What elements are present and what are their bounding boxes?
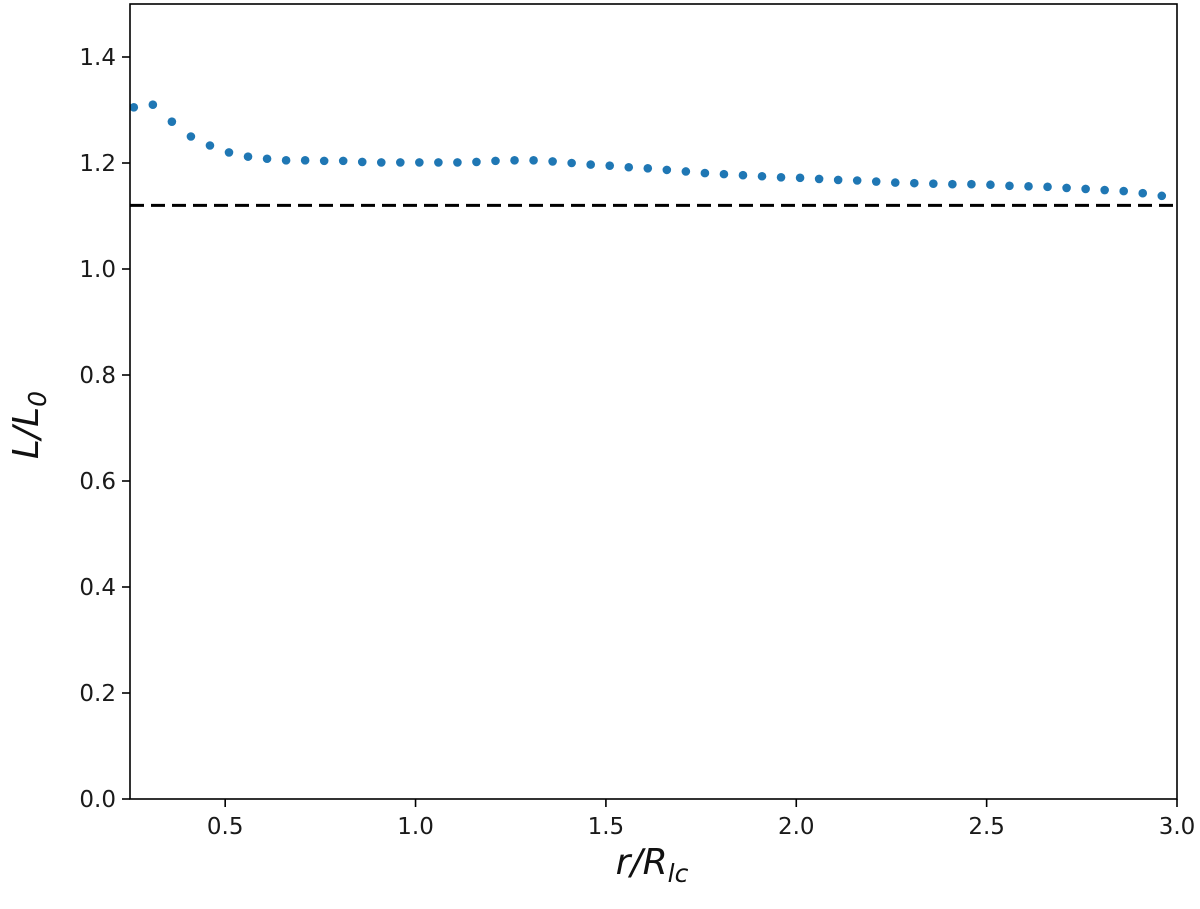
data-point <box>757 171 767 181</box>
data-point <box>338 156 348 166</box>
data-point <box>909 178 919 188</box>
data-point <box>1081 184 1090 194</box>
data-point <box>376 158 386 167</box>
data-point <box>319 156 329 166</box>
y-axis-label-main: L/L <box>6 407 47 459</box>
data-point <box>948 179 957 189</box>
data-point <box>529 156 538 165</box>
x-axis-label: r/Rlc <box>616 842 689 888</box>
data-point <box>357 157 367 167</box>
data-point <box>929 179 938 188</box>
data-point <box>1119 186 1128 196</box>
data-point <box>205 141 215 150</box>
x-axis-label-main: r/R <box>616 842 668 883</box>
data-point <box>472 157 481 167</box>
data-point <box>262 154 272 164</box>
data-point <box>1100 185 1109 195</box>
data-point <box>643 164 653 173</box>
y-axis-ticks: 0.0 0.2 0.4 0.6 0.8 1.0 1.2 1.4 <box>79 45 130 813</box>
data-point <box>243 152 253 161</box>
y-tick-label: 1.0 <box>79 257 116 283</box>
x-axis-label-sub: lc <box>668 859 689 888</box>
data-point <box>662 165 672 175</box>
data-point <box>129 103 139 112</box>
plot-frame <box>129 3 1178 800</box>
y-tick-label: 1.4 <box>79 45 116 71</box>
data-point <box>700 168 710 178</box>
data-point <box>852 176 862 185</box>
y-tick-label: 0.2 <box>79 681 116 707</box>
data-point <box>624 162 634 172</box>
data-point <box>605 161 615 170</box>
data-point <box>148 100 158 109</box>
x-tick-label: 3.0 <box>1159 814 1196 840</box>
y-tick-label: 0.0 <box>79 787 116 813</box>
data-point <box>548 157 557 166</box>
y-tick-label: 0.8 <box>79 363 116 389</box>
data-point <box>1138 188 1148 198</box>
data-point <box>167 117 177 126</box>
data-point <box>776 173 786 182</box>
data-point <box>491 156 500 166</box>
data-point <box>224 148 234 157</box>
data-point <box>1157 191 1167 201</box>
data-point <box>681 167 691 176</box>
data-point <box>415 158 424 167</box>
y-tick-label: 1.2 <box>79 151 116 177</box>
y-axis-label: L/L0 <box>6 391 52 459</box>
data-point <box>434 158 443 167</box>
data-point <box>510 156 519 165</box>
data-point <box>586 160 595 169</box>
data-point <box>738 170 748 180</box>
data-point <box>833 175 843 185</box>
y-axis-label-sub: 0 <box>23 391 52 407</box>
data-point <box>1005 181 1014 191</box>
data-point <box>300 156 310 165</box>
data-point <box>814 174 824 184</box>
data-point <box>396 158 405 167</box>
data-point <box>453 158 462 167</box>
data-point <box>186 132 196 141</box>
data-point <box>1024 182 1033 191</box>
x-axis-ticks: 0.5 1.0 1.5 2.0 2.5 3.0 <box>207 799 1195 840</box>
y-tick-label: 0.6 <box>79 469 116 495</box>
data-point <box>967 179 976 189</box>
data-points <box>129 100 1167 201</box>
data-point <box>567 158 576 168</box>
x-tick-label: 1.5 <box>588 814 625 840</box>
x-tick-label: 1.0 <box>397 814 434 840</box>
x-tick-label: 2.0 <box>778 814 815 840</box>
x-tick-label: 0.5 <box>207 814 244 840</box>
data-point <box>795 173 805 183</box>
y-tick-label: 0.4 <box>79 575 116 601</box>
data-point <box>986 180 995 190</box>
data-point <box>890 178 900 187</box>
data-point <box>1062 183 1071 193</box>
data-point <box>281 156 291 165</box>
x-tick-label: 2.5 <box>968 814 1005 840</box>
data-point <box>1043 182 1052 192</box>
data-point <box>871 177 881 186</box>
data-point <box>719 169 729 179</box>
